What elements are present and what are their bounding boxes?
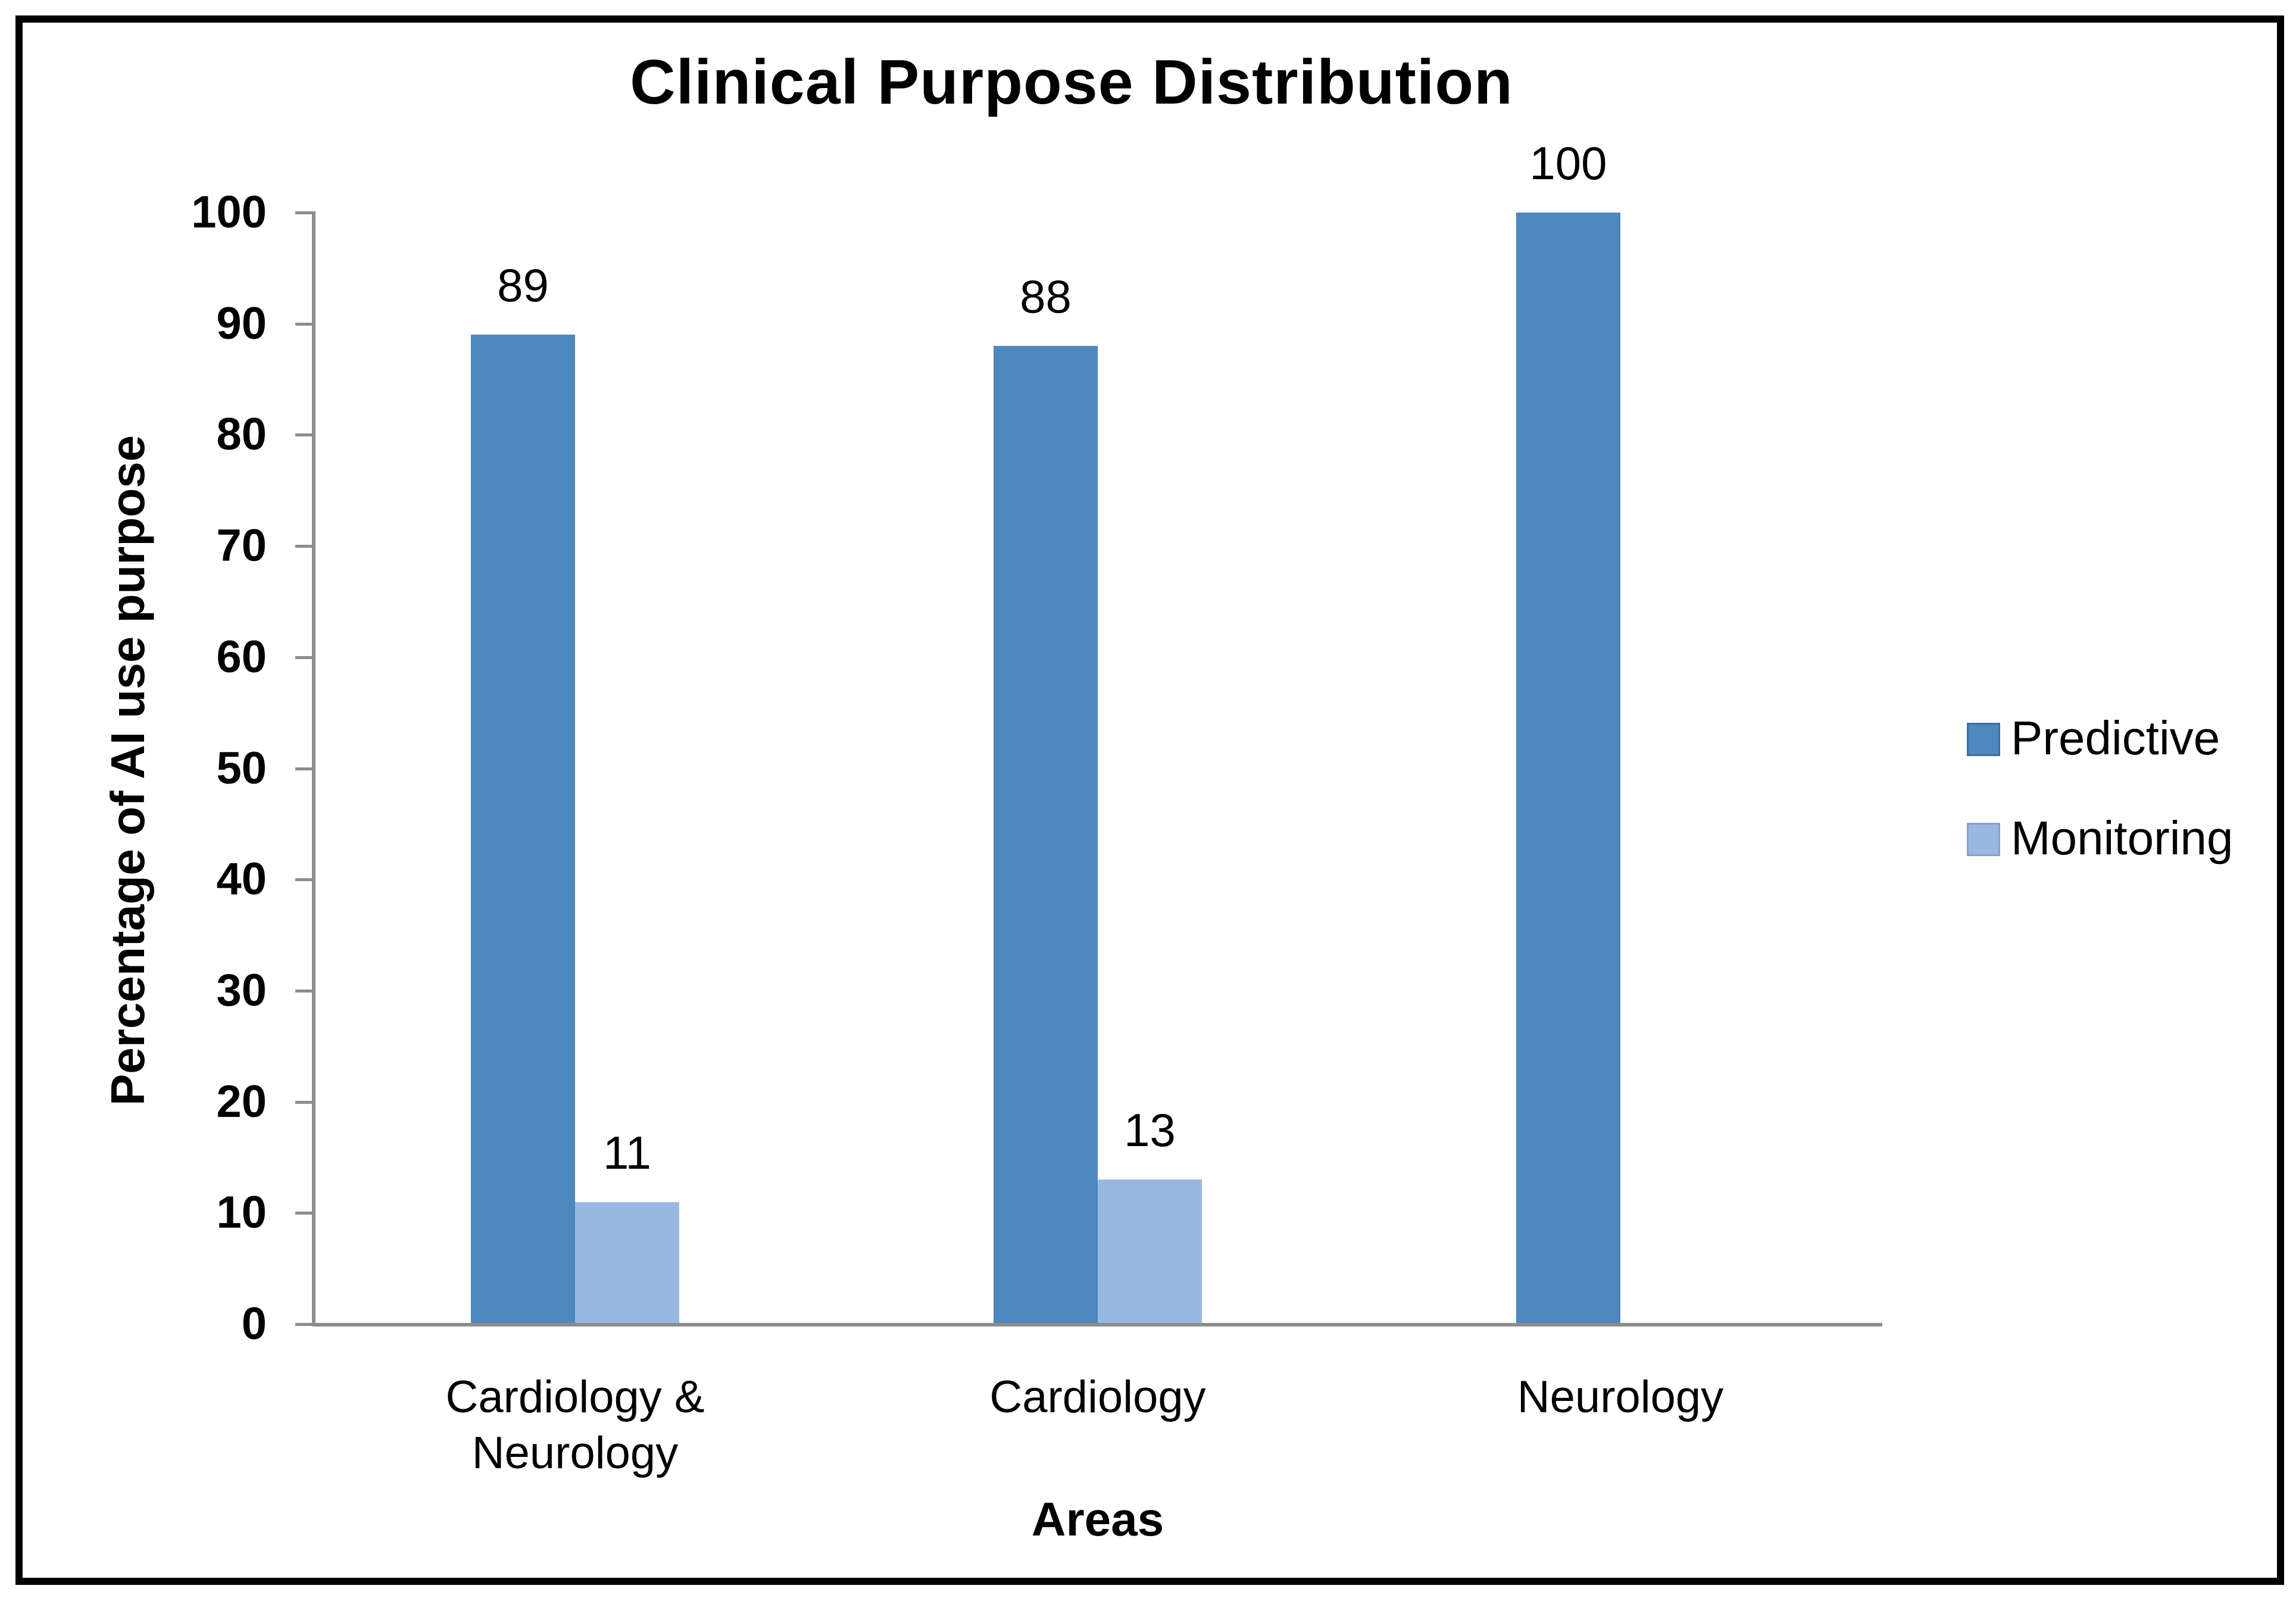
bar-predictive-1 bbox=[471, 335, 575, 1324]
y-tick-label-80: 80 bbox=[216, 409, 267, 460]
y-tick-mark-0 bbox=[295, 1323, 312, 1326]
y-tick-label-60: 60 bbox=[216, 631, 267, 682]
legend-swatch-predictive bbox=[1967, 723, 2000, 756]
x-category-label-line: Cardiology bbox=[989, 1372, 1206, 1422]
chart-border-frame bbox=[15, 15, 2284, 1585]
y-tick-mark-100 bbox=[295, 211, 312, 214]
chart-title: Clinical Purpose Distribution bbox=[630, 47, 1513, 117]
y-axis-line bbox=[312, 211, 315, 1327]
y-tick-mark-70 bbox=[295, 545, 312, 548]
y-tick-label-20: 20 bbox=[216, 1076, 267, 1127]
y-tick-label-40: 40 bbox=[216, 854, 267, 905]
y-tick-label-0: 0 bbox=[241, 1299, 267, 1349]
bar-predictive-2 bbox=[994, 346, 1098, 1324]
x-category-label-1: Cardiology & Neurology bbox=[307, 1369, 843, 1481]
legend-label-predictive: Predictive bbox=[2011, 711, 2220, 764]
x-axis-title: Areas bbox=[1031, 1493, 1164, 1546]
y-tick-label-70: 70 bbox=[216, 520, 267, 572]
bar-predictive-3 bbox=[1516, 213, 1620, 1324]
bar-monitoring-1 bbox=[575, 1201, 679, 1324]
y-tick-mark-60 bbox=[295, 656, 312, 659]
bar-value-label-monitoring-2: 13 bbox=[1124, 1104, 1176, 1157]
y-tick-label-50: 50 bbox=[216, 742, 267, 794]
y-tick-label-100: 100 bbox=[191, 187, 267, 238]
bar-monitoring-2 bbox=[1098, 1179, 1202, 1324]
legend-swatch-monitoring bbox=[1967, 823, 2000, 856]
x-category-label-line: Neurology bbox=[471, 1428, 679, 1478]
bar-value-label-predictive-1: 89 bbox=[497, 259, 549, 312]
bar-value-label-predictive-2: 88 bbox=[1020, 270, 1072, 323]
x-category-label-line: Neurology bbox=[1517, 1372, 1724, 1422]
x-axis-line bbox=[312, 1323, 1882, 1327]
y-tick-label-30: 30 bbox=[216, 965, 267, 1016]
x-category-label-line: Cardiology & bbox=[445, 1372, 705, 1422]
x-category-label-2: Cardiology bbox=[830, 1369, 1366, 1425]
y-tick-label-10: 10 bbox=[216, 1187, 267, 1238]
y-tick-mark-10 bbox=[295, 1212, 312, 1215]
y-tick-mark-50 bbox=[295, 767, 312, 770]
bar-value-label-monitoring-1: 11 bbox=[603, 1126, 651, 1179]
y-tick-mark-80 bbox=[295, 433, 312, 437]
bar-value-label-predictive-3: 100 bbox=[1529, 137, 1607, 189]
legend-label-monitoring: Monitoring bbox=[2011, 812, 2233, 864]
y-tick-mark-20 bbox=[295, 1100, 312, 1104]
y-tick-label-90: 90 bbox=[216, 298, 267, 349]
y-tick-mark-40 bbox=[295, 878, 312, 882]
y-tick-mark-90 bbox=[295, 322, 312, 326]
x-category-label-3: Neurology bbox=[1352, 1369, 1888, 1425]
y-tick-mark-30 bbox=[295, 989, 312, 992]
